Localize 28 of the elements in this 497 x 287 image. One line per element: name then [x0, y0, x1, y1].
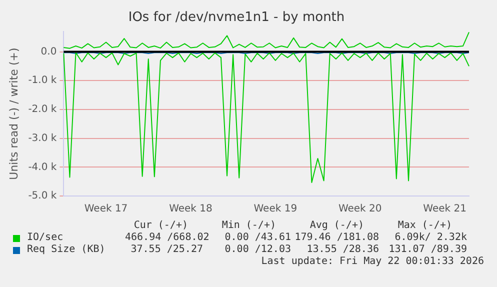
x-tick-label: Week 19	[254, 204, 298, 215]
x-tick-label: Week 18	[169, 204, 212, 215]
text: Min (-/+)	[220, 220, 276, 232]
text: Cur (-/+)	[132, 220, 188, 232]
text: 6.09k/ 2.32k	[394, 232, 467, 244]
text: Avg (-/+)	[308, 220, 364, 232]
y-tick-label: -5.0 k	[28, 190, 57, 202]
x-tick-label: Week 17	[84, 204, 128, 215]
text: 37.55 /25.27	[130, 244, 203, 256]
chart-title: IOs for /dev/nvme1n1 - by month	[128, 10, 345, 26]
y-tick-label: -3.0 k	[28, 132, 57, 144]
y-tick-label: -4.0 k	[28, 162, 57, 173]
text: 0.00 /43.61	[224, 232, 291, 243]
y-tick-label: 0.0	[40, 46, 57, 58]
text: 466.94 /668.02	[125, 232, 210, 244]
x-tick-label: Week 20	[338, 204, 382, 215]
x-tick-label: Week 21	[423, 204, 466, 215]
text: 13.55 /28.36	[306, 244, 379, 256]
text: 179.46 /181.08	[294, 232, 379, 244]
text: Last update: Fri May 22 00:01:33 2026	[260, 256, 484, 268]
text: 0.00 /12.03	[224, 244, 291, 256]
legend-label: IO/sec	[27, 232, 64, 244]
y-axis-title: Units read (-) / write (+)	[7, 48, 20, 180]
text: 131.07 /89.39	[388, 244, 467, 256]
text: Max (-/+)	[396, 220, 452, 232]
y-tick-label: -2.0 k	[28, 104, 57, 116]
y-tick-label: -1.0 k	[28, 75, 57, 86]
legend-label: Req Size (KB)	[27, 244, 106, 256]
